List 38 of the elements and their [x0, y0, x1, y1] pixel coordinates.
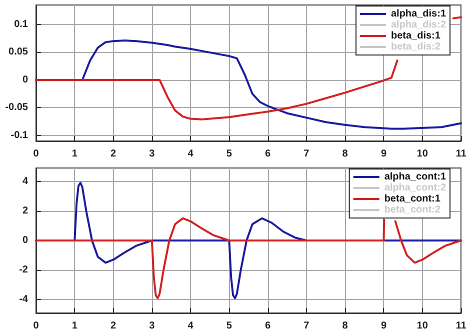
y-tick-label: 0.05 — [8, 46, 28, 58]
x-tick-label: 7 — [304, 148, 310, 160]
x-tick-label: 5 — [226, 320, 232, 332]
y-tick-label: -2 — [19, 264, 28, 276]
legend-label: beta_cont:1 — [384, 194, 441, 204]
x-tick-label: 3 — [149, 148, 156, 160]
x-tick-label: 0 — [33, 320, 40, 332]
x-tick-label: 4 — [188, 148, 194, 160]
x-tick-label: 10 — [416, 320, 428, 332]
x-tick-label: 9 — [380, 320, 387, 332]
x-tick-label: 6 — [265, 148, 272, 160]
x-tick-label: 10 — [416, 148, 428, 160]
legend-label: alpha_dis:1 — [390, 8, 446, 20]
y-tick-label: 0 — [22, 74, 28, 86]
y-tick-label: -0.1 — [10, 130, 28, 141]
x-tick-label: 0 — [33, 148, 40, 160]
legend-label: beta_dis:1 — [390, 30, 441, 42]
y-tick-label: 0.1 — [14, 18, 28, 30]
x-tick-label: 8 — [342, 148, 348, 160]
x-tick-label: 5 — [226, 148, 232, 160]
y-tick-label: -0.05 — [5, 102, 28, 114]
x-tick-label: 11 — [456, 148, 467, 160]
x-tick-label: 2 — [110, 148, 116, 160]
x-tick-label: 6 — [265, 320, 272, 332]
x-tick-label: 2 — [110, 320, 116, 332]
x-tick-label: 4 — [188, 320, 194, 332]
y-tick-label: 4 — [22, 176, 28, 187]
y-tick-label: 0 — [22, 235, 28, 246]
x-tick-label: 9 — [380, 148, 387, 160]
x-tick-label: 8 — [342, 320, 348, 332]
x-tick-label: 11 — [456, 320, 467, 332]
y-tick-label: -4 — [19, 294, 28, 306]
x-tick-label: 3 — [149, 320, 156, 332]
legend-label: alpha_cont:1 — [384, 172, 446, 182]
x-tick-label: 1 — [72, 148, 78, 160]
x-tick-label: 7 — [304, 320, 310, 332]
y-tick-label: 2 — [22, 205, 28, 216]
x-tick-label: 1 — [72, 320, 78, 332]
